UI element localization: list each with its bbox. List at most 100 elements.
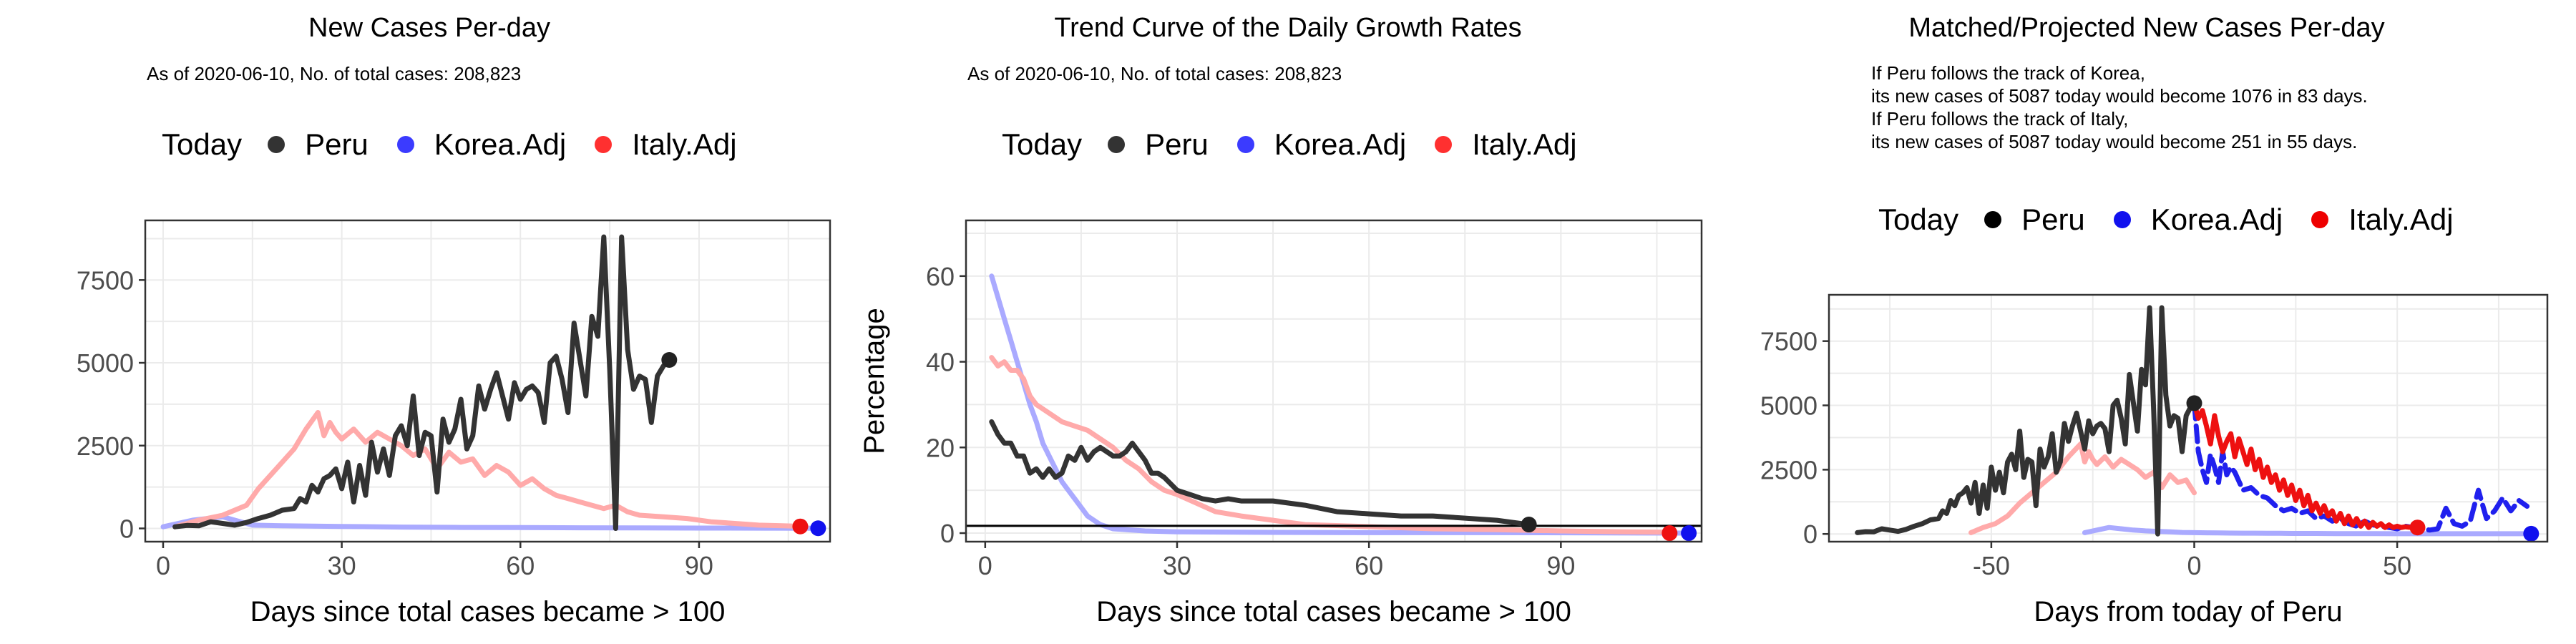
legend-label: Italy.Adj	[1472, 127, 1577, 161]
korea-dot-icon	[396, 136, 414, 153]
x-axis-label: Days since total cases became > 100	[250, 596, 726, 628]
legend-item-italy: Italy.Adj	[595, 127, 737, 162]
legend-label: Korea.Adj	[434, 127, 567, 161]
italy-dot-icon	[2311, 211, 2329, 228]
panel-projection: Matched/Projected New Cases Per-day	[1717, 0, 2576, 644]
plot-frame	[144, 219, 831, 543]
series-line-italy-adj	[172, 410, 809, 530]
series-line-italy-adj	[989, 355, 1672, 535]
x-axis-label: Days since total cases became > 100	[1096, 596, 1571, 628]
x-tick-label: 30	[1163, 551, 1191, 580]
y-tick-label: 2500	[1760, 455, 1818, 484]
legend-label: Peru	[305, 127, 369, 161]
legend-item-korea: Korea.Adj	[396, 127, 567, 162]
y-tick-label: 0	[119, 514, 134, 543]
korea-dot-icon	[1236, 136, 1254, 153]
legend-title: Today	[1002, 127, 1083, 161]
today-marker-peru	[1521, 517, 1537, 533]
y-tick-label: 0	[1803, 519, 1818, 549]
y-tick-label: 60	[926, 262, 955, 291]
series-line-peru	[989, 419, 1532, 527]
x-tick-label: 60	[1355, 551, 1383, 580]
x-tick-label: 90	[1546, 551, 1575, 580]
x-tick-label: 0	[2187, 551, 2201, 580]
y-tick-label: 20	[926, 433, 955, 462]
legend-item-italy: Italy.Adj	[1435, 127, 1577, 162]
chart-title: New Cases Per-day	[308, 13, 550, 43]
chart-title: Trend Curve of the Daily Growth Rates	[1054, 13, 1522, 43]
x-tick-label: 60	[506, 551, 535, 580]
peru-dot-icon	[268, 136, 286, 153]
today-marker-peru	[661, 352, 678, 369]
legend-item-peru: Peru	[1984, 203, 2085, 237]
legend-label: Italy.Adj	[2348, 203, 2454, 236]
panel-new-cases: New Cases Per-day As of 2020-06-10, No. …	[0, 0, 859, 644]
chart-subtitle: As of 2020-06-10, No. of total cases: 20…	[147, 63, 522, 84]
x-tick-label: 30	[328, 551, 356, 580]
note-line: If Peru follows the track of Korea,	[1871, 62, 2145, 84]
y-tick-label: 2500	[77, 431, 134, 461]
today-marker-korea-adj	[1681, 525, 1697, 542]
panel-growth-rates: Trend Curve of the Daily Growth Rates As…	[859, 0, 1717, 644]
today-marker-italy-adj	[792, 518, 809, 535]
chart-plot-2: -50 0 50 0 2500 5000 7500 Days from today of Pe…	[1760, 293, 2549, 628]
korea-dot-icon	[2113, 211, 2131, 228]
chart-plot-0: 0 30 60 90 0 2500 5000 7500 Days since total cas…	[77, 219, 831, 628]
series-line-peru	[1855, 305, 2197, 537]
plot-background	[966, 220, 1702, 542]
y-tick-label: 7500	[1760, 327, 1818, 356]
series-line-peru	[172, 234, 672, 531]
legend-label: Korea.Adj	[1274, 127, 1407, 161]
legend: Today Peru Korea.Adj Italy.Adj	[1878, 203, 2482, 237]
today-marker-korea-adj	[810, 520, 826, 537]
series-line-korea-adj	[2082, 525, 2534, 537]
italy-dot-icon	[595, 136, 613, 153]
y-tick-label: 0	[940, 519, 955, 548]
legend-item-korea: Korea.Adj	[1236, 127, 1407, 162]
series-line-korea-adj	[989, 273, 1692, 536]
legend-label: Peru	[2021, 203, 2085, 236]
note-line: its new cases of 5087 today would become…	[1871, 131, 2358, 152]
x-tick-label: -50	[1973, 551, 2010, 580]
x-tick-label: 50	[2383, 551, 2411, 580]
x-tick-label: 90	[685, 551, 713, 580]
projection-notes: If Peru follows the track of Korea, its …	[1871, 62, 2368, 153]
legend-item-peru: Peru	[268, 127, 369, 162]
legend-item-peru: Peru	[1108, 127, 1209, 162]
legend: Today Peru Korea.Adj Italy.Adj	[162, 127, 766, 162]
x-axis-label: Days from today of Peru	[2034, 596, 2342, 628]
x-tick-label: 0	[156, 551, 170, 580]
today-marker-peru	[2186, 395, 2202, 411]
legend-title: Today	[162, 127, 243, 161]
legend: Today Peru Korea.Adj Italy.Adj	[1002, 127, 1606, 162]
legend-item-korea: Korea.Adj	[2113, 203, 2283, 237]
plot-frame	[965, 219, 1703, 543]
chart-title: Matched/Projected New Cases Per-day	[1908, 13, 2385, 43]
y-axis-label: Percentage	[859, 308, 890, 454]
note-line: its new cases of 5087 today would become…	[1871, 85, 2368, 107]
y-tick-label: 5000	[77, 348, 134, 378]
italy-dot-icon	[1435, 136, 1453, 153]
chart-subtitle: As of 2020-06-10, No. of total cases: 20…	[967, 63, 1342, 84]
legend-label: Korea.Adj	[2150, 203, 2283, 236]
note-line: If Peru follows the track of Italy,	[1871, 108, 2129, 130]
x-tick-label: 0	[978, 551, 992, 580]
chart-plot-1: 0 30 60 90 0 20 40 60 Days since total cases bec…	[859, 219, 1703, 628]
plot-frame	[1828, 293, 2549, 543]
y-tick-label: 5000	[1760, 391, 1818, 421]
legend-label: Italy.Adj	[632, 127, 737, 161]
legend-item-italy: Italy.Adj	[2311, 203, 2454, 237]
plot-background	[145, 220, 830, 542]
today-marker-korea-adj	[2523, 525, 2540, 542]
peru-dot-icon	[1108, 136, 1126, 153]
legend-label: Peru	[1145, 127, 1209, 161]
peru-dot-icon	[1984, 211, 2002, 228]
y-tick-label: 7500	[77, 265, 134, 295]
today-marker-italy-adj	[1662, 525, 1678, 542]
y-tick-label: 40	[926, 348, 955, 377]
legend-title: Today	[1878, 203, 1959, 236]
series-line-korea-adj	[160, 514, 821, 531]
today-marker-italy-adj	[2409, 519, 2426, 536]
projected-line-italy-adj	[2192, 400, 2420, 530]
